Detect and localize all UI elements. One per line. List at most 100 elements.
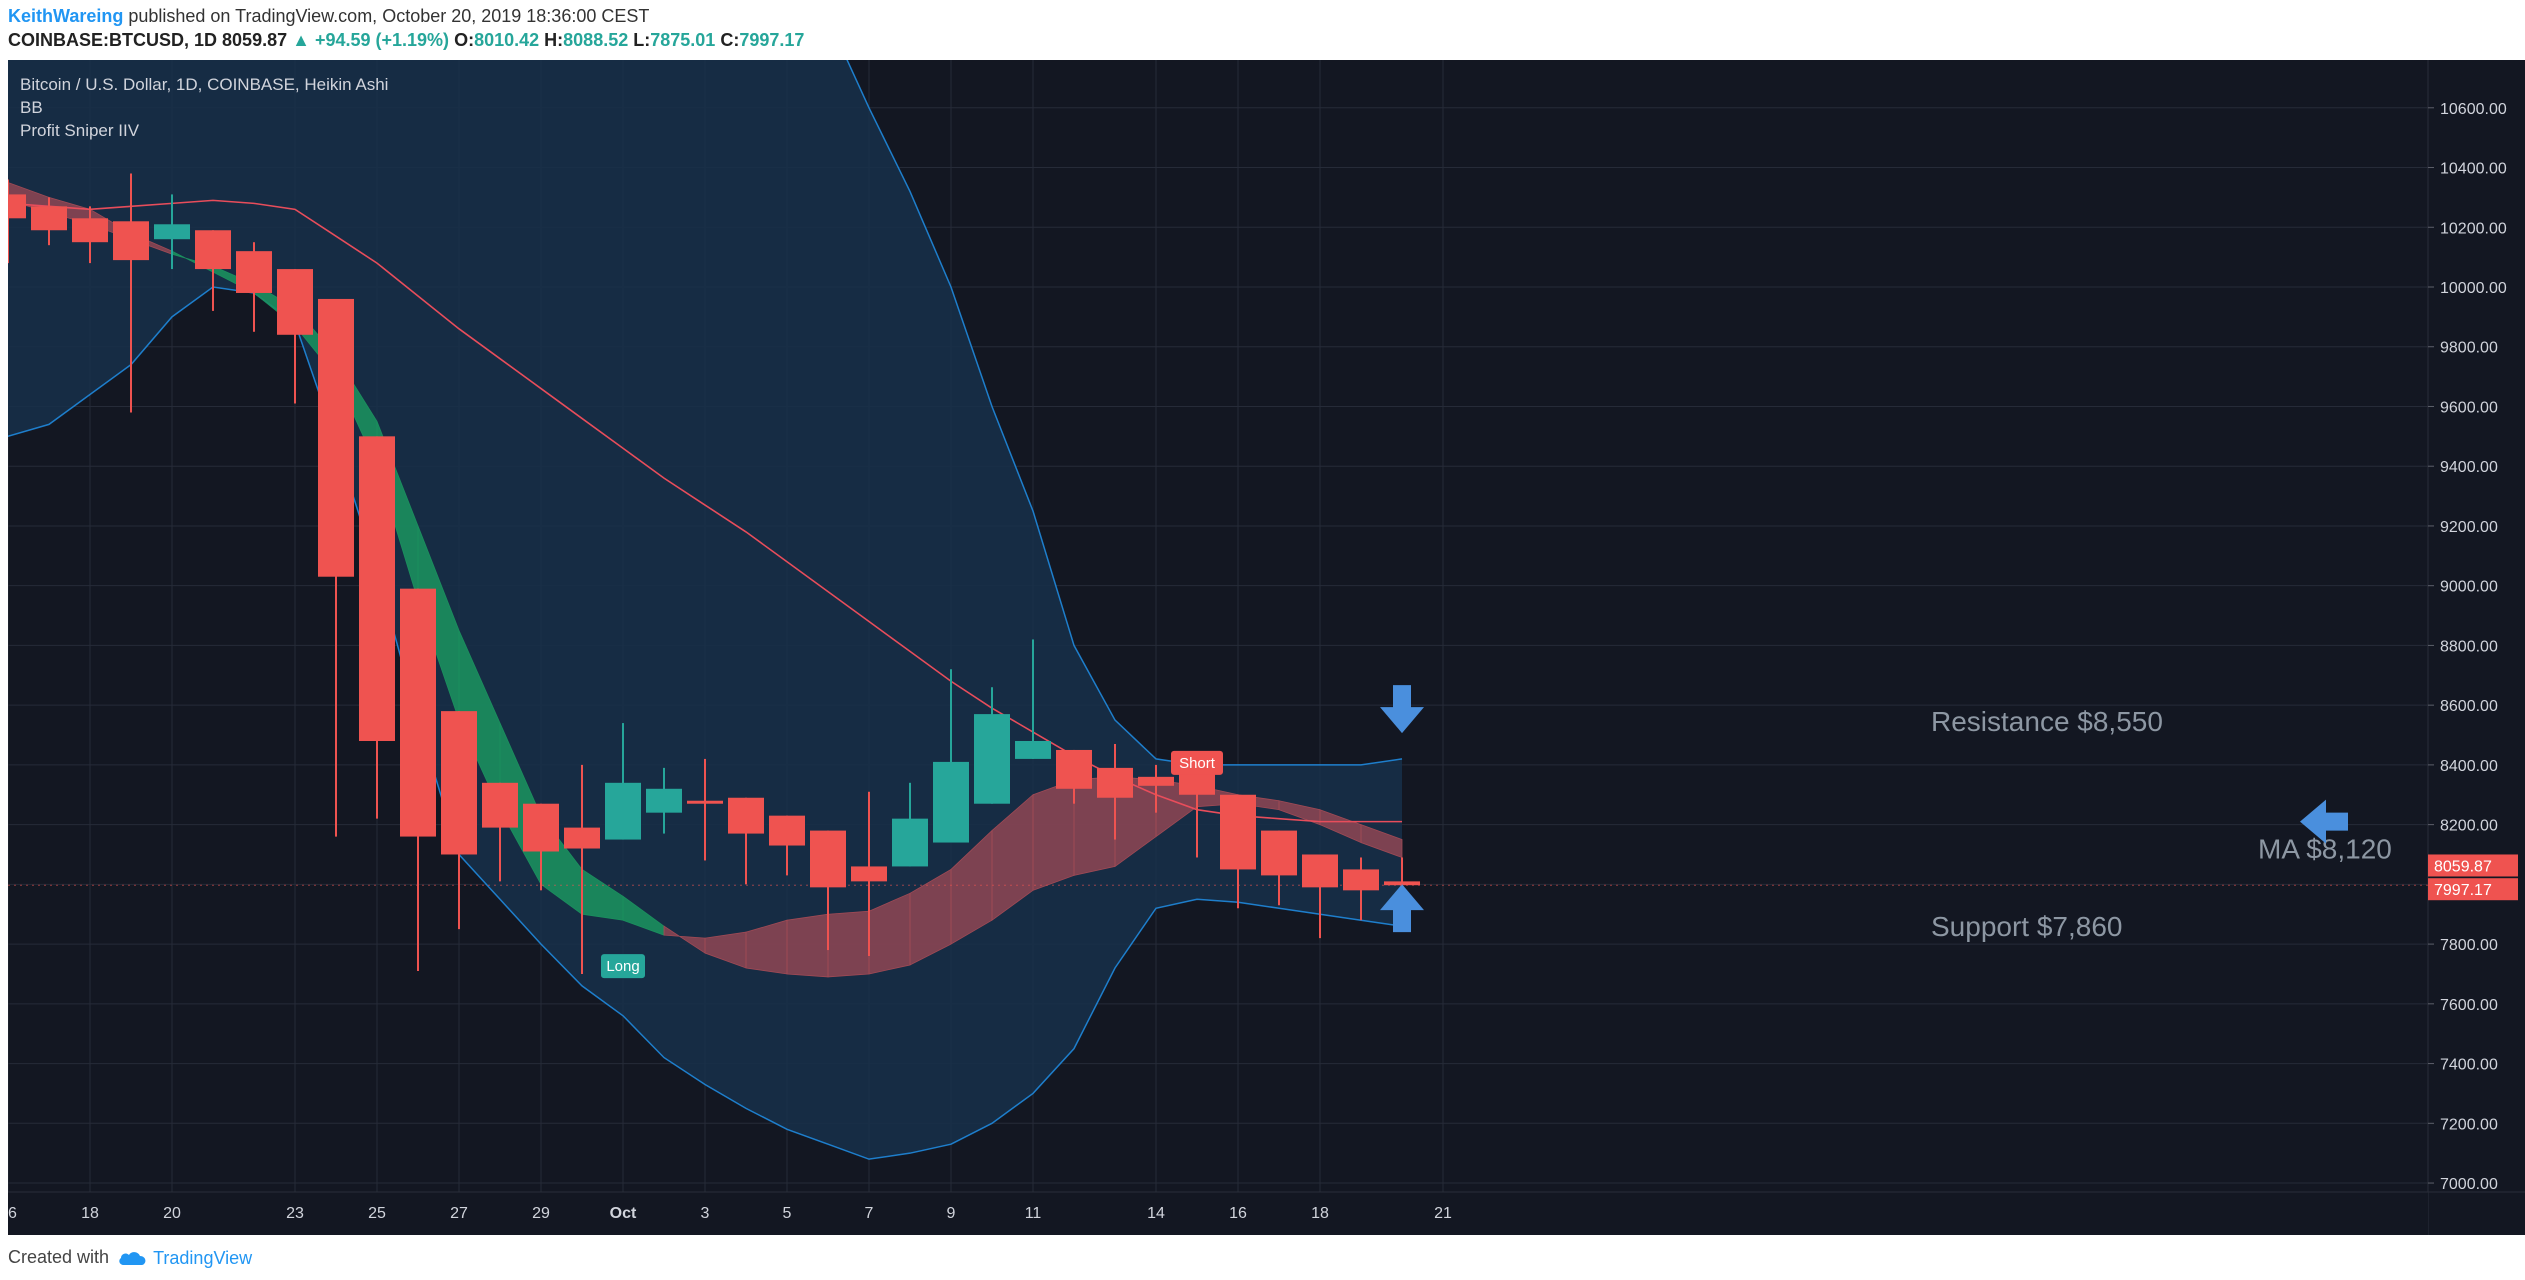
- long-signal-badge: [601, 954, 645, 979]
- created-with-label: Created with: [8, 1247, 110, 1267]
- candle-body: [359, 436, 395, 741]
- candle-body: [892, 818, 928, 867]
- price-tick-label: 7600.00: [2440, 997, 2498, 1014]
- trade-signals: Long Short: [601, 750, 1223, 979]
- price-tick-label: 9600.00: [2440, 399, 2498, 416]
- price-axis-labels: 10600.00 10400.00 10200.00 10000.00 9800.00 9…: [2428, 101, 2507, 1193]
- price-tick-label: 8800.00: [2440, 638, 2498, 655]
- candle-body: [1097, 767, 1133, 798]
- time-tick-label: 25: [368, 1205, 386, 1222]
- symbol-label: COINBASE:BTCUSD, 1D: [8, 30, 218, 50]
- candle-body: [1138, 776, 1174, 786]
- price-tick-label: 8400.00: [2440, 758, 2498, 775]
- open-value: 8010.42: [474, 30, 540, 50]
- time-tick-label: 16: [1229, 1205, 1247, 1222]
- time-tick-label: 29: [532, 1205, 550, 1222]
- time-tick-label: 21: [1434, 1205, 1452, 1222]
- time-tick-label: 14: [1147, 1205, 1165, 1222]
- candle-body: [113, 221, 149, 261]
- time-tick-label: 18: [1311, 1205, 1329, 1222]
- price-tick-label: 10200.00: [2440, 220, 2507, 237]
- candle-body: [687, 800, 723, 804]
- candle-body: [851, 866, 887, 882]
- time-tick-label: 23: [286, 1205, 304, 1222]
- high-value: 8088.52: [563, 30, 629, 50]
- time-tick-label: Oct: [610, 1205, 637, 1222]
- publish-header: KeithWareing published on TradingView.co…: [0, 0, 2525, 60]
- candle-body: [523, 803, 559, 852]
- candle-body: [72, 218, 108, 243]
- published-text: published on TradingView.com, October 20…: [128, 6, 650, 26]
- candle-body: [441, 711, 477, 855]
- last-price-tag: [2428, 854, 2518, 877]
- support-up-arrow-icon: [1380, 884, 1424, 933]
- ribbon-segment: [1032, 779, 1075, 891]
- chart-legend: Bitcoin / U.S. Dollar, 1D, COINBASE, Hei…: [20, 75, 388, 140]
- time-tick-label: 16: [8, 1205, 17, 1222]
- price-tick-label: 9800.00: [2440, 340, 2498, 357]
- price-tick-label: 10400.00: [2440, 161, 2507, 178]
- low-value: 7875.01: [650, 30, 716, 50]
- close-label: C:: [720, 30, 740, 50]
- time-tick-label: 9: [947, 1205, 956, 1222]
- footer: Created with TradingView: [0, 1235, 2525, 1280]
- candle-body: [605, 782, 641, 840]
- tradingview-brand[interactable]: TradingView: [153, 1247, 253, 1268]
- candle-body: [810, 830, 846, 888]
- time-tick-label: 27: [450, 1205, 468, 1222]
- ma-left-arrow-icon: [2300, 799, 2348, 844]
- legend-profit-sniper[interactable]: Profit Sniper IIV: [20, 121, 140, 140]
- support-label: Support $7,860: [1931, 911, 2123, 942]
- candle-body: [482, 782, 518, 828]
- price-tick-label: 10000.00: [2440, 280, 2507, 297]
- resistance-label: Resistance $8,550: [1931, 706, 2163, 737]
- candle-body: [1384, 881, 1420, 886]
- time-axis-labels: 16 18 20 23 25 27 29 Oct 3 5 7 9 11 14 16 18 21: [0, 1205, 1452, 1222]
- long-signal-label: Long: [606, 958, 639, 975]
- publish-line: KeithWareing published on TradingView.co…: [8, 6, 649, 27]
- candle-body: [1220, 794, 1256, 870]
- candle-body: [1015, 740, 1051, 759]
- time-tick-label: 7: [865, 1205, 874, 1222]
- legend-bb[interactable]: BB: [20, 98, 43, 117]
- candle-body: [1261, 830, 1297, 876]
- candle-body: [0, 194, 26, 219]
- low-label: L:: [633, 30, 651, 50]
- created-with: Created with TradingView: [8, 1247, 252, 1269]
- close-value: 7997.17: [739, 30, 805, 50]
- time-tick-label: 20: [163, 1205, 181, 1222]
- price-change: ▲ +94.59 (+1.19%): [292, 30, 450, 50]
- candle-body: [277, 269, 313, 335]
- candle-body: [1056, 749, 1092, 789]
- chart-area[interactable]: Long Short Resistance $8,550 MA $8,120 Supp…: [0, 17, 2525, 1235]
- price-tick-label: 10600.00: [2440, 101, 2507, 118]
- ma-line: [7, 199, 1402, 823]
- candle-body: [1302, 854, 1338, 888]
- ohlc-line: COINBASE:BTCUSD, 1D 8059.87 ▲ +94.59 (+1…: [8, 30, 804, 51]
- price-tick-label: 9400.00: [2440, 459, 2498, 476]
- price-tick-label: 7000.00: [2440, 1176, 2498, 1193]
- price-tick-label: 7800.00: [2440, 937, 2498, 954]
- price-tick-label: 7400.00: [2440, 1057, 2498, 1074]
- candle-body: [646, 788, 682, 813]
- candle-body: [195, 230, 231, 270]
- price-axis[interactable]: [2428, 60, 2525, 1235]
- time-tick-label: 18: [81, 1205, 99, 1222]
- candle-body: [31, 206, 67, 231]
- ribbon-segment: [827, 910, 870, 978]
- short-signal-label: Short: [1179, 755, 1216, 772]
- high-label: H:: [544, 30, 564, 50]
- candle-body: [1179, 773, 1215, 795]
- candle-body: [400, 588, 436, 837]
- author-link[interactable]: KeithWareing: [8, 6, 124, 26]
- open-label: O:: [454, 30, 475, 50]
- price-tick-label: 9200.00: [2440, 519, 2498, 536]
- last-price-tag-label: 8059.87: [2434, 858, 2492, 875]
- candle-body: [1343, 869, 1379, 891]
- price-tick-label: 7200.00: [2440, 1116, 2498, 1133]
- ribbon-segment: [786, 913, 829, 978]
- time-axis[interactable]: [8, 1192, 2428, 1235]
- tradingview-cloud-icon: [119, 1252, 146, 1266]
